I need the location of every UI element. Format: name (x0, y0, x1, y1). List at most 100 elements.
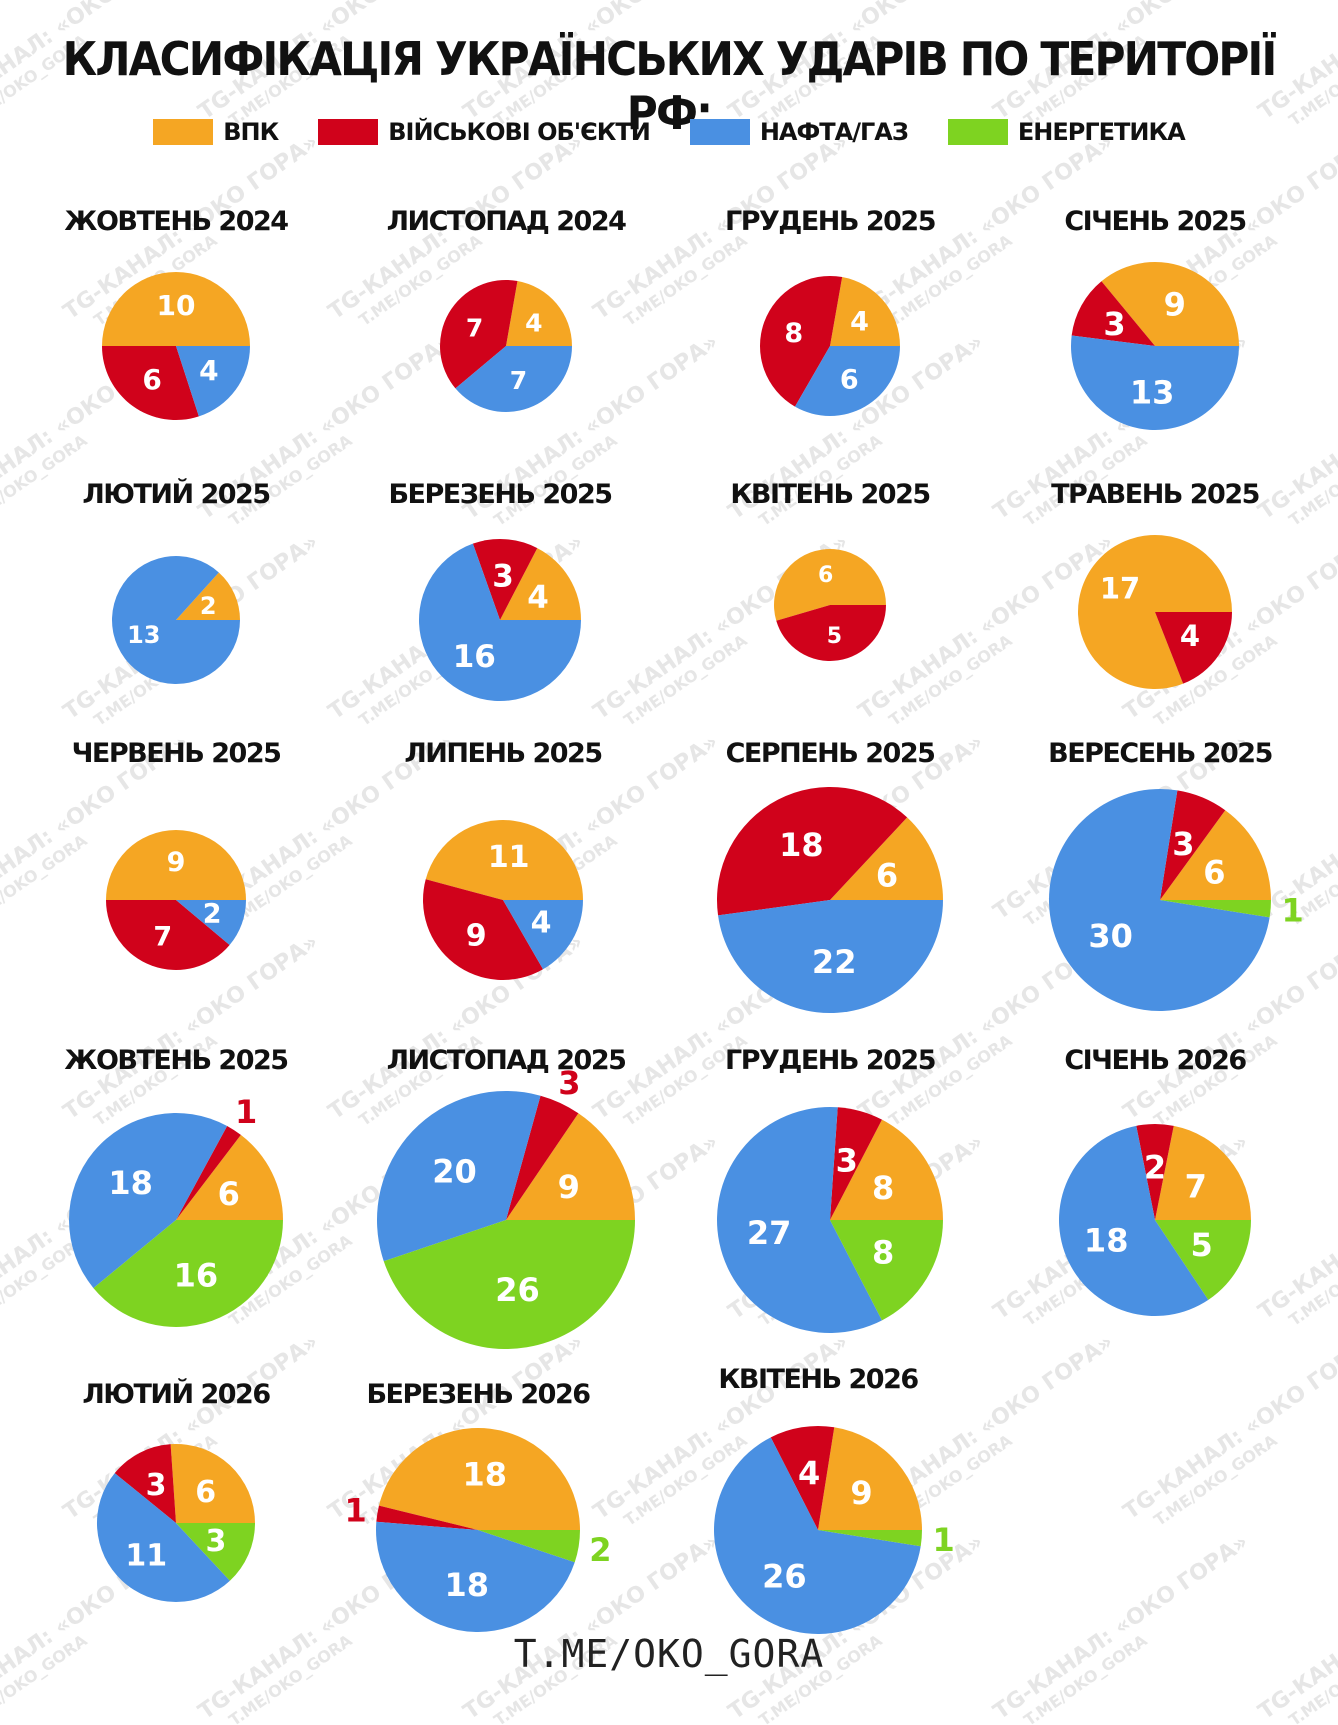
pie-slice-mil (716, 787, 908, 916)
data-label-mil: 7 (153, 922, 172, 953)
pie-chart: СІЧЕНЬ 2025 9 313 (1064, 206, 1247, 430)
chart-title: ЛИСТОПАД 2024 (387, 206, 627, 237)
pie-slice-vpk (176, 1134, 283, 1220)
pie-slice-vpk (506, 1113, 635, 1220)
pie-slice-vpk (774, 548, 886, 621)
legend-label-vpk: ВПК (223, 118, 279, 146)
legend: ВПК ВІЙСЬКОВІ ОБ'ЄКТИ НАФТА/ГАЗ ЕНЕРГЕТИ… (0, 118, 1338, 146)
pie-slice-oil (112, 556, 241, 685)
legend-item-oil-gas: НАФТА/ГАЗ (689, 118, 909, 146)
chart-title: БЕРЕЗЕНЬ 2026 (366, 1379, 590, 1410)
pie-slice-mil (376, 1505, 478, 1530)
data-label-mil: 18 (779, 826, 824, 864)
pie-slice-mil (830, 1107, 882, 1220)
pie-slice-mil (1136, 1123, 1174, 1220)
pie-slice-vpk (830, 1119, 944, 1220)
pie-slice-vpk (170, 1443, 255, 1523)
data-label-mil: 4 (1180, 619, 1200, 653)
pie-chart: ВЕРЕСЕНЬ 2025 63 30 1 (1048, 738, 1304, 1012)
data-label-energy: 16 (174, 1257, 219, 1295)
data-label-energy: 1 (1281, 892, 1303, 930)
pie-slice-oil (717, 1106, 882, 1333)
data-label-vpk: 6 (195, 1475, 216, 1510)
pie-slice-vpk (830, 277, 900, 346)
pie-slice-mil (1160, 790, 1226, 900)
pie-slice-vpk (176, 572, 240, 620)
data-label-vpk: 18 (463, 1456, 508, 1494)
data-label-mil: 8 (784, 318, 803, 349)
pie-chart: БЕРЕЗЕНЬ 2025 43 16 (388, 479, 613, 702)
pie-slice-mil (1155, 612, 1232, 684)
legend-item-military: ВІЙСЬКОВІ ОБ'ЄКТИ (318, 118, 651, 146)
pie-chart: ЛЮТИЙ 2025 2 13 (82, 478, 271, 685)
data-label-oil: 18 (108, 1164, 153, 1202)
data-label-oil: 13 (1130, 373, 1175, 411)
chart-title: ГРУДЕНЬ 2025 (725, 206, 935, 237)
pie-slice-vpk (1155, 1125, 1251, 1220)
pie-chart: ТРАВЕНЬ 2025 17 4 (1051, 479, 1260, 690)
pie-slice-oil (455, 346, 572, 412)
pie-chart: ЛИСТОПАД 2024 4 77 (387, 206, 628, 412)
legend-swatch-oil-gas (689, 119, 750, 145)
data-label-oil: 4 (531, 906, 552, 941)
pie-chart: СЕРПЕНЬ 2025 6 18 22 (716, 738, 943, 1014)
pie-slice-oil (503, 900, 583, 970)
pie-chart: ЛИПЕНЬ 2025 11 9 4 (404, 738, 603, 980)
pie-slice-energy (478, 1530, 580, 1563)
data-label-vpk: 6 (1203, 854, 1225, 892)
pie-slice-vpk (106, 830, 246, 900)
chart-title: ЛЮТИЙ 2025 (82, 478, 269, 510)
pie-slice-vpk (818, 1427, 922, 1530)
pie-slice-vpk (1101, 262, 1239, 346)
pie-slice-oil (96, 1473, 230, 1603)
data-label-mil: 3 (492, 558, 514, 594)
pie-slice-oil (718, 900, 943, 1014)
data-label-vpk: 2 (200, 592, 217, 620)
pie-slice-oil (68, 1112, 228, 1289)
data-label-vpk: 4 (527, 580, 549, 616)
data-label-mil: 3 (558, 1064, 580, 1102)
chart-title: ЧЕРВЕНЬ 2025 (72, 738, 281, 769)
pie-chart: ЧЕРВЕНЬ 2025 9 72 (72, 738, 282, 971)
chart-title: ЖОВТЕНЬ 2025 (64, 1045, 287, 1076)
chart-title: ЛЮТИЙ 2026 (82, 1378, 270, 1410)
data-label-oil: 11 (125, 1538, 167, 1573)
pie-chart: КВІТЕНЬ 2026 94 26 1 (714, 1364, 955, 1635)
pie-slice-oil (795, 346, 900, 416)
data-label-oil: 18 (445, 1566, 490, 1604)
pie-slice-energy (1155, 1220, 1251, 1300)
pie-chart: ЛИСТОПАД 2025 9 3 20 26 (376, 1045, 635, 1350)
data-label-mil: 1 (235, 1093, 257, 1131)
data-label-oil: 22 (812, 943, 857, 981)
pie-slice-vpk (830, 817, 943, 900)
data-label-energy: 5 (1190, 1226, 1212, 1264)
pie-slice-energy (176, 1523, 255, 1581)
chart-title: ЛИПЕНЬ 2025 (404, 738, 601, 769)
data-label-vpk: 7 (1185, 1168, 1207, 1206)
chart-title: БЕРЕЗЕНЬ 2025 (388, 479, 611, 510)
pie-slice-vpk (425, 820, 583, 900)
pie-chart: ГРУДЕНЬ 2025 4 8 6 (725, 206, 937, 416)
pie-slice-mil (759, 275, 843, 407)
data-label-energy: 1 (932, 1521, 954, 1559)
pie-chart: БЕРЕЗЕНЬ 2026 18 1 18 2 (344, 1379, 612, 1633)
data-label-oil: 7 (510, 366, 527, 395)
pie-slice-mil (776, 605, 886, 661)
pie-slice-mil (114, 1444, 176, 1523)
footer-link[interactable]: T.ME/OKO_GORA (513, 1632, 825, 1676)
data-label-vpk: 9 (850, 1474, 872, 1512)
data-label-mil: 7 (466, 314, 483, 343)
pie-slice-oil (1059, 1125, 1209, 1316)
page-title: КЛАСИФІКАЦІЯ УКРАЇНСЬКИХ УДАРІВ ПО ТЕРИТ… (62, 32, 1278, 140)
pie-slice-vpk (102, 272, 250, 346)
data-label-mil: 3 (146, 1468, 167, 1503)
data-label-vpk: 4 (850, 307, 869, 338)
chart-title: КВІТЕНЬ 2026 (718, 1364, 918, 1395)
pie-slice-vpk (1160, 810, 1271, 900)
data-label-mil: 2 (1144, 1148, 1166, 1186)
pie-slice-oil (418, 543, 581, 702)
pie-slice-mil (472, 538, 538, 620)
data-label-mil: 3 (1103, 305, 1125, 343)
pie-slice-vpk (378, 1427, 580, 1530)
